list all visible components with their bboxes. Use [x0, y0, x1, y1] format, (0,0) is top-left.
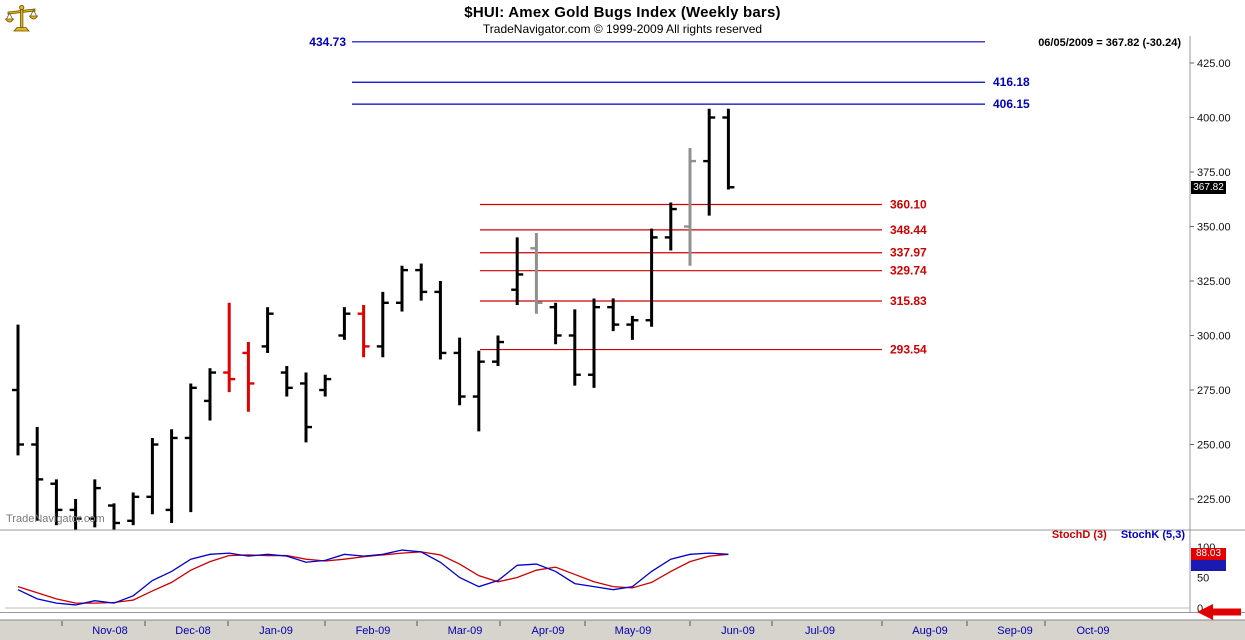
price-tick-label: 225.00 — [1197, 494, 1231, 506]
level-label: 416.18 — [993, 75, 1030, 89]
support-resistance-levels: 434.73 416.18 406.15 360.10 348.44 337.97 329.… — [309, 35, 1030, 357]
stochk-line — [17, 549, 729, 606]
month-label: Oct-09 — [1076, 625, 1109, 637]
level-label: 337.97 — [890, 246, 927, 260]
price-tick-label: 425.00 — [1197, 58, 1231, 70]
price-tick-label: 375.00 — [1197, 167, 1231, 179]
stochk-value-box — [1191, 560, 1226, 571]
month-label: May-09 — [615, 625, 652, 637]
chart-title: $HUI: Amex Gold Bugs Index (Weekly bars) — [464, 4, 781, 21]
month-label: Jul-09 — [805, 625, 835, 637]
level-label: 360.10 — [890, 197, 927, 211]
month-label: Apr-09 — [531, 625, 564, 637]
price-bars — [12, 108, 735, 530]
month-label: Nov-08 — [92, 625, 127, 637]
chart-borders — [0, 36, 1245, 613]
price-tick-label: 275.00 — [1197, 385, 1231, 397]
month-label: Dec-08 — [175, 625, 210, 637]
month-label: Aug-09 — [912, 625, 947, 637]
stoch-value-box: 88.03 — [1191, 548, 1226, 560]
stochk-label: StochK (5,3) — [1120, 529, 1185, 541]
level-label: 406.15 — [993, 97, 1030, 111]
price-tick-label: 300.00 — [1197, 331, 1231, 343]
month-axis: Nov-08 Dec-08 Jan-09 Feb-09 Mar-09 Apr-09 May-… — [0, 619, 1245, 640]
stoch-tick-label: 0 — [1197, 603, 1203, 615]
price-axis-labels: 425.00 400.00 375.00 350.00 325.00 300.00 275.… — [1190, 58, 1231, 506]
stochd-label: StochD (3) — [1051, 529, 1107, 541]
stoch-tick-label: 50 — [1197, 573, 1209, 585]
month-label: Jun-09 — [721, 625, 755, 637]
month-label: Feb-09 — [356, 625, 391, 637]
trend-arrow-icon — [1197, 604, 1241, 620]
stoch-lines — [17, 549, 729, 606]
level-label: 434.73 — [309, 35, 346, 49]
stochd-line — [17, 551, 729, 604]
price-tick-label: 250.00 — [1197, 440, 1231, 452]
chart-subtitle: TradeNavigator.com © 1999-2009 All right… — [482, 22, 763, 36]
level-label: 348.44 — [890, 223, 927, 237]
level-label: 329.74 — [890, 264, 927, 278]
gold-scales-logo-icon — [4, 2, 40, 34]
price-tick-label: 325.00 — [1197, 276, 1231, 288]
watermark: TradeNavigator.com — [6, 513, 105, 525]
last-quote-readout: 06/05/2009 = 367.82 (-30.24) — [1038, 37, 1181, 49]
month-label: Jan-09 — [259, 625, 293, 637]
price-tick-label: 400.00 — [1197, 113, 1231, 125]
level-label: 293.54 — [890, 343, 927, 357]
price-tick-label: 350.00 — [1197, 222, 1231, 234]
last-price-box: 367.82 — [1191, 181, 1226, 194]
stoch-legend: StochD (3) StochK (5,3) — [1052, 529, 1185, 541]
level-label: 315.83 — [890, 294, 927, 308]
month-label: Sep-09 — [997, 625, 1032, 637]
month-label: Mar-09 — [448, 625, 483, 637]
